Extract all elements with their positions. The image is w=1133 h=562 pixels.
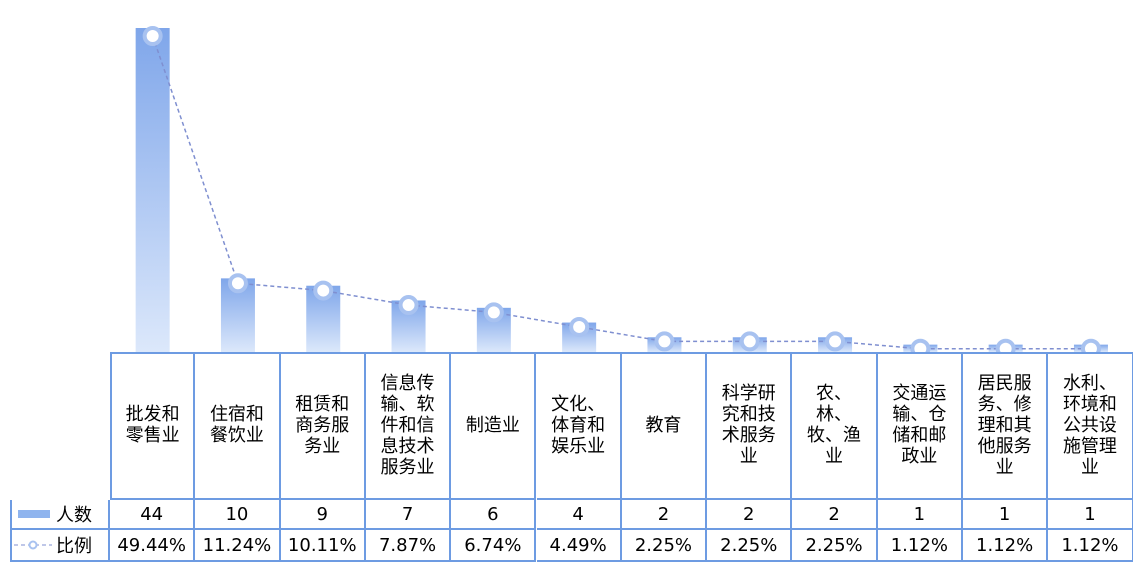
category-cell-text: 水利、环境和公共设施管理业 xyxy=(1062,372,1117,478)
category-cell: 文化、体育和娱乐业 xyxy=(536,352,622,500)
category-cell-text: 租赁和商务服务业 xyxy=(295,393,350,457)
count-cell: 9 xyxy=(280,500,366,530)
line-marker xyxy=(483,302,504,323)
category-cell: 租赁和商务服务业 xyxy=(280,352,366,500)
ratio-cell: 1.12% xyxy=(963,530,1049,562)
legend-label: 人数 xyxy=(56,505,92,526)
count-cell-text: 2 xyxy=(828,503,840,525)
count-cell: 6 xyxy=(451,500,537,530)
ratio-cell: 6.74% xyxy=(451,530,537,562)
count-cell-text: 1 xyxy=(998,503,1011,525)
category-cell-text: 住宿和餐饮业 xyxy=(209,404,264,446)
ratio-cell: 2.25% xyxy=(621,530,708,562)
legend-bar-icon xyxy=(18,510,50,518)
legend-marker xyxy=(28,540,38,550)
category-cell-text: 居民服务、修理和其他服务业 xyxy=(977,372,1032,478)
count-cell: 1 xyxy=(963,500,1049,530)
count-cell: 2 xyxy=(792,500,878,530)
category-cell: 居民服务、修理和其他服务业 xyxy=(963,352,1049,500)
ratio-cell: 4.49% xyxy=(536,530,622,562)
line-marker xyxy=(995,338,1016,352)
category-cell-text: 制造业 xyxy=(465,414,520,436)
category-cell: 批发和零售业 xyxy=(110,352,196,500)
count-cell: 1 xyxy=(1048,500,1133,530)
category-cell-text: 文化、体育和娱乐业 xyxy=(551,393,606,457)
count-cell: 1 xyxy=(877,500,963,530)
line-marker xyxy=(739,331,760,352)
count-cell-text: 2 xyxy=(657,503,670,525)
category-cell: 住宿和餐饮业 xyxy=(195,352,281,500)
line-marker xyxy=(313,280,334,301)
count-cell: 7 xyxy=(365,500,452,530)
count-cell-text: 1 xyxy=(1084,503,1096,525)
category-cell-text: 信息传输、软件和信息技术服务业 xyxy=(380,372,435,478)
category-cell-text: 批发和零售业 xyxy=(125,404,180,446)
category-cell: 水利、环境和公共设施管理业 xyxy=(1048,352,1133,500)
category-cell: 农、林、牧、渔业 xyxy=(792,352,878,500)
ratio-cell: 1.12% xyxy=(877,530,963,562)
category-cell-text: 教育 xyxy=(645,414,682,436)
ratio-cell-text: 4.49% xyxy=(549,534,607,556)
ratio-cell-text: 1.12% xyxy=(890,534,948,556)
ratio-cell: 2.25% xyxy=(707,530,793,562)
ratio-cell-text: 2.25% xyxy=(805,534,863,556)
category-cell: 交通运输、仓储和邮政业 xyxy=(877,352,963,500)
line-marker xyxy=(398,295,419,316)
ratio-cell: 11.24% xyxy=(195,530,281,562)
category-cell: 科学研究和技术服务业 xyxy=(707,352,793,500)
legend-swatch xyxy=(18,510,50,518)
ratio-cell-text: 10.11% xyxy=(287,534,357,556)
count-cell: 44 xyxy=(110,500,196,530)
line-marker xyxy=(227,273,248,294)
count-cell: 4 xyxy=(536,500,622,530)
line-marker xyxy=(654,331,675,352)
category-cell-text: 科学研究和技术服务业 xyxy=(721,383,776,467)
ratio-cell: 2.25% xyxy=(792,530,878,562)
line-marker xyxy=(825,331,846,352)
ratio-cell-text: 7.87% xyxy=(378,534,437,556)
count-cell-text: 44 xyxy=(140,503,164,525)
ratio-cell: 1.12% xyxy=(1048,530,1133,562)
legend-count: 人数 xyxy=(10,500,110,530)
category-cell: 信息传输、软件和信息技术服务业 xyxy=(365,352,452,500)
ratio-cell-text: 2.25% xyxy=(720,534,778,556)
ratio-cell-text: 1.12% xyxy=(1061,534,1119,556)
category-cell: 制造业 xyxy=(451,352,537,500)
count-cell: 2 xyxy=(707,500,793,530)
count-cell: 2 xyxy=(621,500,708,530)
bar xyxy=(135,28,170,352)
ratio-cell: 49.44% xyxy=(110,530,196,562)
ratio-cell-text: 11.24% xyxy=(202,534,272,556)
count-cell-text: 7 xyxy=(401,503,414,525)
ratio-cell-text: 1.12% xyxy=(976,534,1034,556)
count-cell-text: 1 xyxy=(913,503,926,525)
count-cell-text: 9 xyxy=(316,503,328,525)
ratio-cell: 7.87% xyxy=(365,530,452,562)
count-cell-text: 10 xyxy=(225,503,249,525)
line xyxy=(151,35,1091,350)
ratio-cell-text: 2.25% xyxy=(634,534,693,556)
count-cell-text: 6 xyxy=(487,503,499,525)
chart xyxy=(135,26,1108,352)
line-marker xyxy=(910,338,931,352)
legend-line-icon xyxy=(14,540,52,550)
line-marker xyxy=(142,26,163,46)
count-cell: 10 xyxy=(195,500,281,530)
category-cell-text: 交通运输、仓储和邮政业 xyxy=(892,383,947,467)
line-marker xyxy=(1080,338,1101,352)
category-cell-text: 农、林、牧、渔业 xyxy=(807,383,862,467)
ratio-cell-text: 49.44% xyxy=(117,534,186,556)
legend-ratio: 比例 xyxy=(10,530,110,562)
legend-label: 比例 xyxy=(56,536,92,557)
ratio-cell-text: 6.74% xyxy=(464,534,522,556)
count-cell-text: 2 xyxy=(743,503,755,525)
ratio-cell: 10.11% xyxy=(280,530,366,562)
line-marker xyxy=(569,316,590,337)
count-cell-text: 4 xyxy=(572,503,584,525)
category-cell: 教育 xyxy=(621,352,708,500)
